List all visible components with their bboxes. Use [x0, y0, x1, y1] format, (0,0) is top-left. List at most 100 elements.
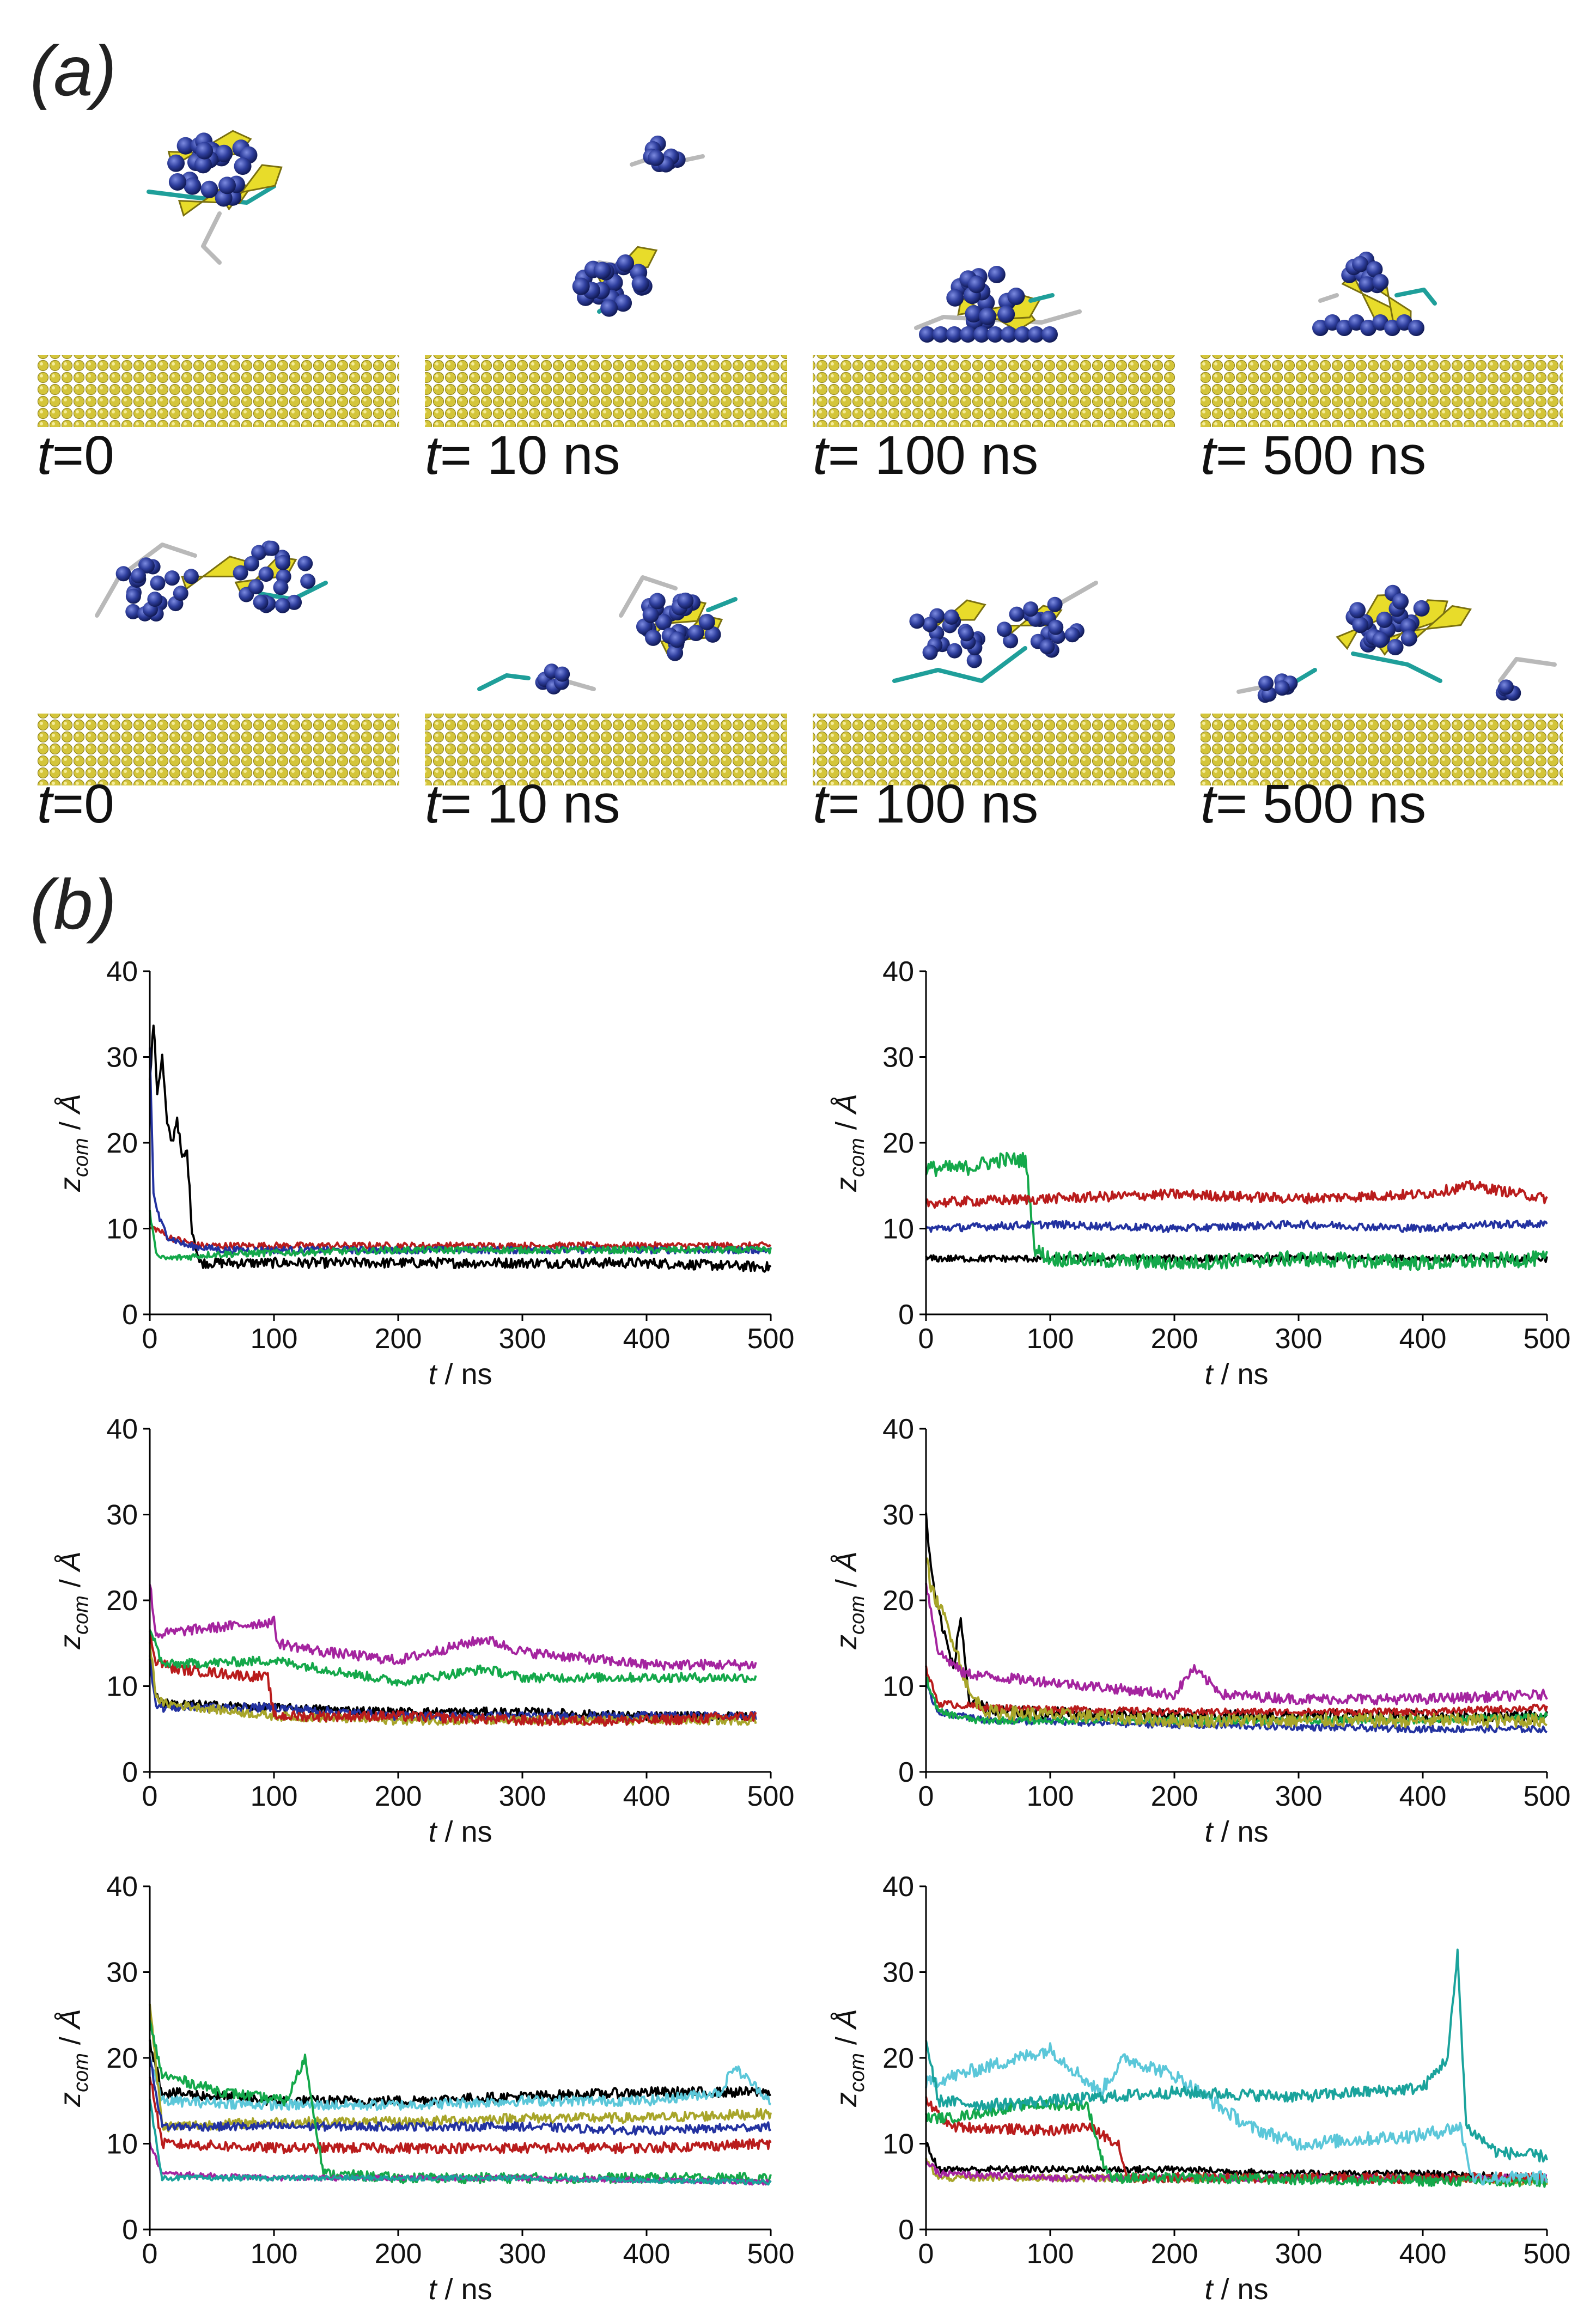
peptide-cluster: [572, 135, 705, 317]
residue-bead: [173, 586, 188, 601]
x-tick-label: 500: [1524, 1781, 1571, 1812]
residue-bead: [1408, 320, 1424, 336]
residue-bead: [966, 653, 982, 668]
residue-bead: [1048, 619, 1064, 635]
x-tick-label: 500: [1524, 1323, 1571, 1355]
time-label: t=0: [37, 425, 114, 486]
residue-bead: [555, 666, 570, 682]
residue-bead: [1372, 631, 1389, 648]
residue-bead: [1041, 326, 1058, 343]
residue-bead: [1352, 255, 1369, 272]
residue-bead: [218, 176, 236, 194]
y-tick-label: 0: [898, 2214, 914, 2246]
x-tick-label: 200: [375, 2238, 422, 2270]
residue-bead: [194, 156, 212, 174]
x-tick-label: 500: [1524, 2238, 1571, 2270]
y-tick-label: 40: [882, 1871, 914, 1903]
gold-surface-slab: [37, 714, 399, 785]
y-tick-label: 30: [106, 1042, 138, 1074]
y-tick-label: 10: [106, 1671, 138, 1703]
series-line-green: [925, 1152, 1548, 1271]
coil-segment: [1056, 581, 1098, 607]
y-tick-label: 10: [106, 2129, 138, 2160]
snapshot-grid: t=0 t= 10 ns t= 100 ns t= 500 nst=0 t= 10 ns…: [37, 130, 1563, 834]
peptide-cluster: [147, 130, 283, 265]
x-tick-label: 100: [1027, 1323, 1074, 1355]
coil-segment: [1318, 293, 1339, 303]
residue-bead: [649, 593, 666, 610]
residue-bead: [1274, 680, 1290, 696]
coil-segment: [1028, 293, 1055, 303]
coil-segment: [201, 211, 222, 265]
residue-bead: [960, 326, 976, 343]
residue-bead: [1413, 600, 1430, 617]
time-variable: t: [813, 773, 830, 834]
x-tick-label: 0: [142, 1781, 158, 1812]
residue-bead: [125, 604, 141, 619]
residue-bead: [233, 565, 248, 581]
residue-bead: [1039, 639, 1055, 655]
y-tick-label: 10: [882, 2129, 914, 2160]
residue-bead: [704, 626, 721, 643]
residue-bead: [987, 326, 1003, 343]
residue-bead: [988, 265, 1006, 283]
y-tick-label: 40: [106, 1871, 138, 1903]
x-tick-label: 300: [1275, 2238, 1323, 2270]
residue-bead: [645, 629, 662, 646]
coil-segment: [1498, 657, 1557, 683]
residue-bead: [687, 625, 704, 642]
series-line-green: [149, 1629, 757, 1687]
y-tick-label: 20: [882, 2043, 914, 2074]
residue-bead: [973, 326, 990, 343]
residue-bead: [234, 157, 252, 175]
coil-segment: [619, 575, 678, 618]
residue-bead: [1001, 326, 1017, 343]
coil-segment: [1351, 651, 1442, 683]
chart-b4: 0 100 200 300 400 500 0 10 20 30 40 t / ns zcom / Å: [830, 1414, 1570, 1848]
x-tick-label: 0: [918, 1323, 934, 1355]
residue-bead: [947, 643, 963, 659]
residue-bead: [253, 594, 269, 610]
residue-bead: [698, 613, 715, 630]
y-axis-label: zcom / Å: [54, 1094, 93, 1192]
residue-bead: [275, 555, 291, 570]
y-axis-label: zcom / Å: [830, 1094, 869, 1192]
residue-bead: [1376, 611, 1393, 628]
residue-bead: [164, 570, 180, 586]
x-tick-label: 200: [375, 1781, 422, 1812]
residue-bead: [1023, 601, 1039, 617]
y-tick-label: 20: [106, 1585, 138, 1617]
time-variable: t: [37, 773, 54, 834]
x-tick-label: 300: [499, 1323, 546, 1355]
x-axis-label: t / ns: [428, 1358, 492, 1391]
residue-bead: [669, 631, 686, 648]
time-label: t= 10 ns: [425, 425, 620, 486]
x-axis-label: t / ns: [1204, 1815, 1268, 1848]
gold-surface-slab: [37, 355, 399, 427]
time-value: = 500 ns: [1216, 425, 1426, 486]
residue-bead: [1009, 606, 1025, 622]
residue-bead: [1028, 326, 1044, 343]
residue-bead: [243, 556, 259, 571]
x-tick-label: 100: [251, 1781, 298, 1812]
chart-b2: 0 100 200 300 400 500 0 10 20 30 40 t / ns zcom / Å: [830, 956, 1570, 1391]
series-line-teal: [925, 1948, 1548, 2163]
residue-bead: [287, 594, 302, 610]
residue-bead: [922, 644, 938, 660]
time-variable: t: [1201, 773, 1218, 834]
y-tick-label: 40: [106, 956, 138, 988]
coil-segment: [706, 597, 738, 612]
panel-a-label: (a): [30, 31, 117, 111]
residue-bead: [130, 568, 146, 583]
residue-bead: [139, 558, 155, 574]
x-tick-label: 300: [499, 1781, 546, 1812]
snapshot-frame: t= 10 ns: [425, 575, 787, 834]
residue-bead: [1366, 261, 1383, 278]
y-tick-label: 0: [122, 1757, 138, 1788]
gold-surface-slab: [813, 355, 1175, 427]
time-value: = 100 ns: [828, 773, 1038, 834]
residue-bead: [1400, 618, 1417, 635]
y-tick-label: 40: [882, 956, 914, 988]
time-variable: t: [425, 425, 442, 486]
